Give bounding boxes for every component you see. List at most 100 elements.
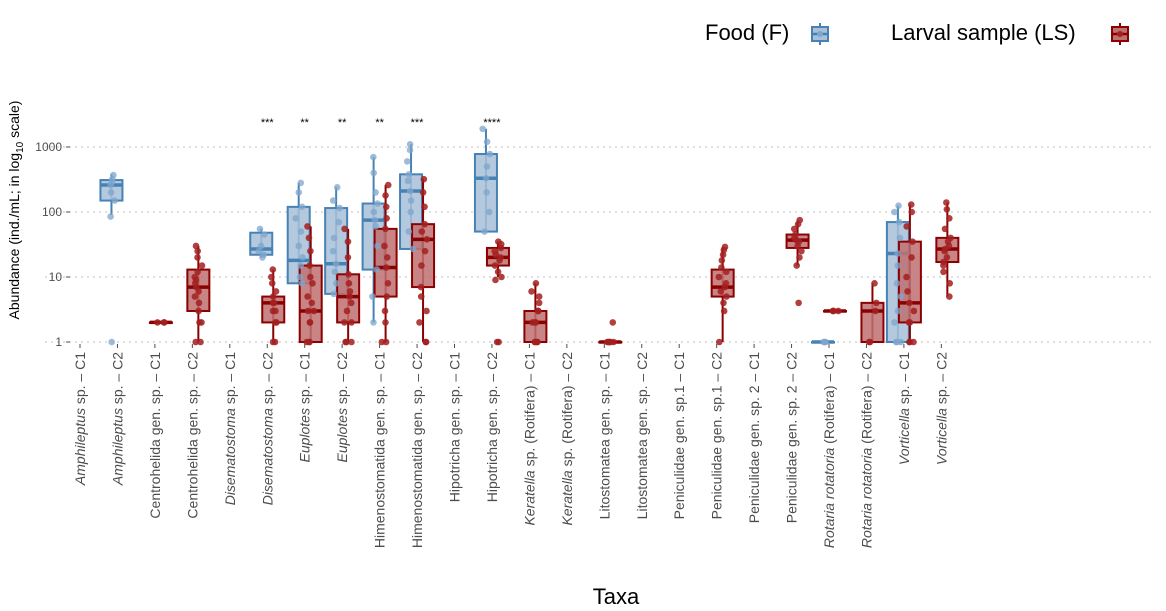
point-F [896, 234, 904, 242]
point-LS [378, 338, 386, 346]
point-F [107, 189, 115, 196]
point-F [298, 203, 306, 211]
box-series [99, 128, 960, 344]
point-F [406, 146, 414, 154]
point-F [893, 279, 901, 287]
point-LS [269, 266, 277, 273]
point-LS [382, 319, 389, 326]
point-LS [941, 225, 949, 233]
point-F [895, 218, 903, 226]
point-F [406, 141, 414, 148]
point-F [297, 179, 305, 187]
significance-label: ** [300, 117, 309, 129]
y-tick-label: 1 [55, 335, 62, 349]
point-LS [420, 175, 428, 183]
point-F [374, 200, 381, 207]
point-LS [341, 225, 348, 233]
point-F [895, 202, 902, 210]
point-LS [873, 299, 880, 307]
point-LS [418, 228, 426, 235]
point-LS [422, 338, 430, 346]
point-LS [421, 203, 428, 211]
point-F [256, 225, 264, 233]
point-F [296, 273, 304, 281]
point-LS [494, 268, 502, 276]
point-LS [715, 273, 723, 281]
point-F [370, 319, 377, 326]
legend-key-point [817, 31, 823, 37]
point-LS [606, 338, 614, 346]
x-tick-label: Litostomatea gen. sp. – C2 [634, 352, 650, 520]
point-F [333, 183, 341, 191]
point-LS [344, 238, 352, 245]
point-LS [723, 293, 730, 300]
point-LS [307, 273, 314, 281]
point-F [892, 338, 900, 346]
x-tick-label: Keratella sp. (Rotifera) – C1 [521, 352, 537, 526]
point-LS [198, 262, 206, 269]
point-F [329, 197, 337, 204]
point-F [108, 338, 115, 346]
point-F [479, 125, 486, 133]
point-LS [383, 264, 390, 271]
point-LS [417, 283, 425, 291]
point-F [894, 262, 902, 269]
gridlines [45, 146, 1152, 343]
x-tick-label: Peniculidae gen. sp.1 – C2 [709, 352, 725, 520]
box-iqr [897, 240, 922, 324]
x-tick-label: Peniculidae gen. sp. 2 – C1 [746, 352, 762, 523]
point-LS [946, 279, 954, 287]
x-tick-label: Himenostomatida gen. sp. – C2 [409, 352, 425, 548]
x-tick-label: Centrohelida gen. sp. – C1 [147, 352, 163, 519]
point-F [295, 242, 303, 250]
point-F [372, 223, 379, 230]
point-F [483, 189, 491, 196]
point-LS [908, 254, 915, 261]
point-LS [946, 293, 953, 300]
point-F [404, 177, 412, 185]
point-LS [383, 214, 390, 222]
point-LS [495, 338, 502, 346]
point-LS [306, 338, 313, 346]
point-LS [343, 307, 351, 315]
point-LS [531, 319, 538, 326]
point-F [335, 218, 343, 226]
significance-label: ** [375, 117, 384, 129]
point-F [894, 250, 901, 257]
y-tick-label: 1000 [35, 140, 62, 154]
point-LS [272, 288, 280, 295]
point-F [292, 214, 300, 222]
point-F [481, 228, 488, 235]
point-LS [791, 231, 799, 238]
point-LS [348, 338, 355, 346]
point-LS [421, 247, 429, 255]
point-F [483, 138, 491, 146]
point-LS [492, 276, 499, 284]
point-LS [720, 299, 727, 307]
point-LS [718, 264, 725, 271]
x-tick-label: Centrohelida gen. sp. – C2 [184, 352, 200, 519]
x-tick-label: Hipotricha gen. sp. – C2 [484, 352, 500, 502]
point-LS [346, 288, 354, 295]
point-LS [160, 319, 168, 326]
point-F [332, 279, 340, 287]
point-LS [940, 258, 947, 266]
point-F [374, 242, 381, 250]
point-LS [908, 208, 916, 216]
point-F [297, 228, 305, 235]
point-LS [910, 307, 918, 315]
point-LS [305, 234, 313, 242]
point-F [897, 338, 905, 346]
point-LS [534, 307, 542, 315]
point-LS [268, 279, 276, 287]
x-tick-label: Vorticella sp. – C2 [933, 352, 949, 465]
point-LS [346, 293, 353, 300]
point-LS [197, 338, 204, 346]
x-tick-label: Disematostoma sp. – C2 [259, 352, 275, 506]
point-LS [269, 338, 277, 346]
box-iqr [523, 309, 548, 344]
point-LS [528, 288, 535, 295]
point-LS [535, 299, 543, 307]
point-F [370, 208, 378, 216]
point-LS [947, 234, 954, 242]
